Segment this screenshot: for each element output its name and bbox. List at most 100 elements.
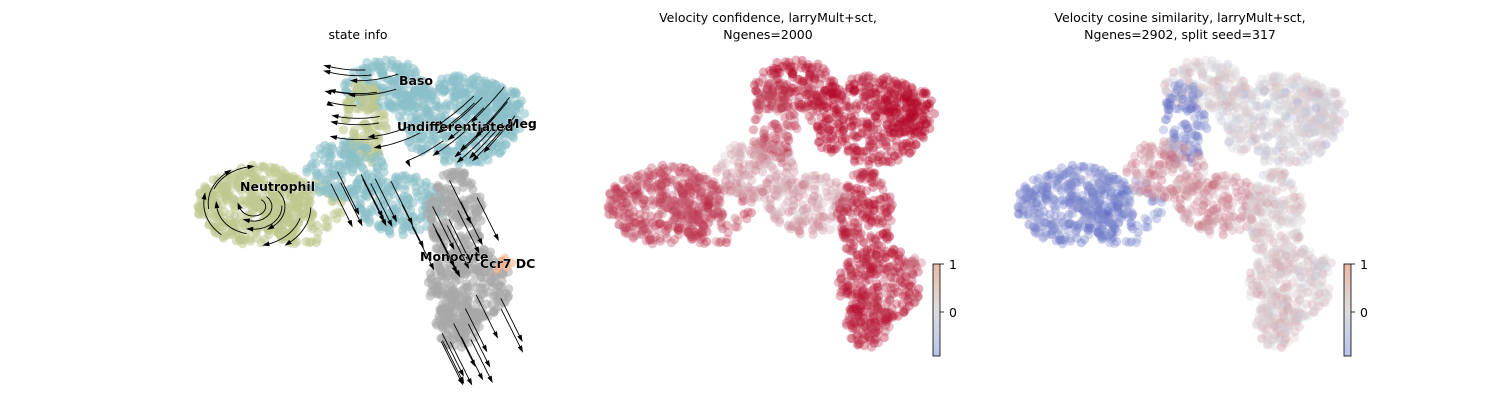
cell-point: [615, 187, 625, 197]
cell-point: [650, 232, 661, 242]
cell-point: [286, 187, 296, 197]
cell-point: [697, 186, 707, 196]
cell-point: [411, 67, 421, 77]
cell-point: [400, 180, 410, 190]
cell-point: [632, 182, 642, 192]
cell-point: [1048, 225, 1059, 235]
cell-point: [682, 172, 692, 182]
cell-point: [670, 213, 680, 223]
cell-point: [607, 201, 617, 211]
cell-point: [876, 150, 886, 160]
cell-point: [612, 193, 622, 203]
cell-point: [697, 227, 707, 237]
cell-point: [746, 197, 757, 207]
cell-point: [643, 180, 653, 190]
cell-point: [698, 171, 708, 181]
cell-point: [709, 209, 719, 219]
streamline: [475, 294, 497, 336]
cell-point: [803, 175, 813, 185]
cell-point: [686, 207, 696, 217]
cell-point: [648, 217, 658, 227]
cell-point: [371, 57, 381, 67]
cell-point: [677, 196, 687, 207]
cell-point: [359, 130, 369, 140]
cell-point: [1024, 220, 1034, 230]
streamline-arrowhead: [329, 135, 338, 140]
cell-point: [666, 200, 677, 210]
cell-point: [440, 315, 451, 325]
cell-point: [378, 109, 388, 119]
streamline: [446, 225, 468, 266]
streamline: [337, 171, 358, 212]
cell-point: [658, 171, 668, 181]
cell-point: [251, 228, 261, 238]
streamline: [371, 123, 415, 138]
cell-point: [632, 171, 642, 181]
cell-point: [739, 209, 749, 219]
cell-point: [381, 55, 391, 65]
cell-point: [362, 192, 373, 202]
streamline-arrowhead: [350, 78, 358, 84]
cell-point: [695, 238, 705, 248]
cell-point: [288, 212, 298, 222]
cell-point: [312, 220, 322, 230]
cell-point: [665, 177, 675, 187]
streamline: [450, 107, 485, 139]
cell-point: [685, 180, 695, 190]
cell-point: [721, 158, 731, 168]
streamline-arrowhead: [517, 345, 523, 353]
streamline-arrowhead: [214, 200, 220, 209]
cell-point: [1022, 191, 1032, 201]
cell-point: [1115, 195, 1125, 205]
cluster-labels: Baso Meg Undifferentiated Neutrophil Mon…: [240, 73, 537, 272]
cell-point: [713, 194, 723, 204]
cell-point: [664, 197, 675, 207]
streamline: [471, 122, 503, 157]
streamline: [213, 166, 251, 190]
cell-point: [638, 193, 648, 203]
cell-point: [866, 335, 876, 345]
cell-point: [647, 218, 657, 228]
cell-point: [846, 197, 857, 208]
cell-point: [614, 220, 624, 230]
cell-point: [424, 199, 434, 209]
cell-point: [669, 175, 679, 185]
streamline-arrowhead: [357, 218, 363, 227]
cell-point: [683, 199, 694, 209]
cell-point: [688, 211, 698, 221]
cell-point: [447, 210, 458, 220]
cell-point: [707, 189, 717, 199]
cell-point: [676, 162, 686, 172]
cell-point: [1108, 212, 1118, 222]
cell-point: [878, 136, 888, 146]
cell-point: [697, 202, 707, 212]
cell-point: [669, 205, 680, 215]
cell-point: [769, 130, 779, 140]
cell-point: [706, 208, 717, 219]
cell-point: [625, 182, 635, 192]
cell-point: [696, 219, 706, 229]
cell-point: [877, 249, 887, 259]
cell-point: [706, 213, 716, 223]
cell-point: [343, 105, 353, 115]
cell-point: [453, 198, 463, 208]
cell-point: [637, 179, 647, 189]
streamline-arrowhead: [262, 241, 270, 247]
cell-point: [688, 214, 698, 224]
cell-point: [387, 100, 397, 110]
cell-point: [683, 204, 694, 214]
cell-point: [904, 301, 914, 311]
cell-point: [696, 201, 706, 211]
cell-point: [723, 227, 733, 237]
cell-point: [699, 239, 710, 249]
cell-point: [274, 169, 284, 179]
cell-point: [653, 219, 664, 229]
colorbar-tick-label: 1: [949, 257, 957, 272]
streamline-arrowhead: [458, 369, 464, 377]
cell-point: [689, 200, 699, 210]
cell-point: [704, 193, 714, 204]
cell-point: [644, 178, 654, 188]
cell-point: [464, 325, 474, 335]
cell-point: [678, 188, 688, 199]
cell-point: [746, 208, 757, 218]
